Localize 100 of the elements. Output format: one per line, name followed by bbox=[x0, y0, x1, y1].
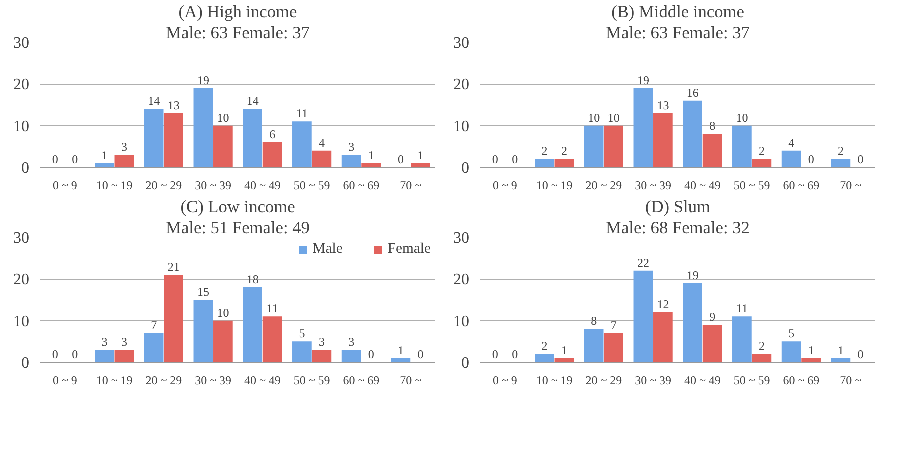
x-tick-label: 60 ~ 69 bbox=[783, 374, 820, 388]
data-label: 0 bbox=[808, 152, 814, 166]
bar bbox=[782, 342, 802, 362]
data-label: 0 bbox=[418, 348, 424, 362]
y-tick-label: 20 bbox=[454, 272, 470, 289]
data-label: 14 bbox=[246, 94, 259, 108]
bar bbox=[535, 159, 554, 168]
x-tick-label: 50 ~ 59 bbox=[734, 374, 770, 388]
data-label: 22 bbox=[637, 256, 650, 270]
data-label: 13 bbox=[168, 98, 180, 112]
data-label: 0 bbox=[72, 348, 78, 362]
data-label: 13 bbox=[657, 98, 670, 112]
x-tick-label: 40 ~ 49 bbox=[684, 374, 721, 388]
bar bbox=[732, 316, 752, 362]
x-tick-label: 20 ~ 29 bbox=[586, 178, 622, 192]
x-tick-label: 40 ~ 49 bbox=[244, 374, 281, 388]
data-label: 10 bbox=[608, 110, 620, 125]
chart-subtitle: Male: 68 Female: 32 bbox=[606, 218, 750, 238]
x-tick-label: 40 ~ 49 bbox=[684, 178, 721, 192]
data-label: 1 bbox=[368, 148, 374, 162]
data-label: 10 bbox=[736, 110, 748, 125]
data-label: 10 bbox=[217, 306, 230, 320]
x-tick-label: 10 ~ 19 bbox=[536, 178, 573, 192]
bar bbox=[752, 159, 772, 168]
data-label: 0 bbox=[52, 152, 58, 166]
y-tick-label: 30 bbox=[14, 230, 30, 247]
data-label: 0 bbox=[858, 348, 864, 362]
data-label: 19 bbox=[197, 73, 210, 88]
x-tick-label: 50 ~ 59 bbox=[294, 374, 330, 388]
bar bbox=[634, 88, 654, 168]
data-label: 3 bbox=[102, 335, 108, 349]
data-label: 0 bbox=[398, 152, 404, 166]
x-tick-label: 0 ~ 9 bbox=[492, 374, 518, 388]
bar bbox=[584, 126, 604, 168]
data-label: 3 bbox=[348, 335, 355, 349]
x-tick-label: 20 ~ 29 bbox=[586, 374, 622, 388]
data-label: 1 bbox=[808, 343, 814, 358]
data-label: 9 bbox=[710, 310, 716, 324]
bar bbox=[702, 325, 722, 362]
y-tick-label: 30 bbox=[454, 35, 470, 52]
y-tick-label: 0 bbox=[22, 355, 30, 372]
y-tick-label: 20 bbox=[14, 76, 30, 94]
data-label: 3 bbox=[121, 140, 128, 154]
data-label: 11 bbox=[266, 302, 278, 316]
chart-subtitle: Male: 51 Female: 49 bbox=[166, 218, 310, 238]
x-tick-label: 30 ~ 39 bbox=[195, 178, 232, 192]
data-label: 19 bbox=[637, 73, 650, 88]
y-tick-label: 30 bbox=[14, 35, 30, 52]
data-label: 1 bbox=[561, 343, 568, 358]
x-tick-label: 50 ~ 59 bbox=[294, 178, 330, 192]
data-label: 0 bbox=[52, 348, 58, 362]
bar bbox=[554, 159, 574, 168]
data-label: 5 bbox=[299, 326, 306, 341]
bar bbox=[831, 159, 851, 168]
data-label: 2 bbox=[561, 144, 568, 158]
data-label: 3 bbox=[318, 335, 325, 349]
bar bbox=[683, 283, 702, 362]
x-tick-label: 0 ~ 9 bbox=[52, 178, 78, 192]
data-label: 1 bbox=[398, 343, 404, 358]
bar bbox=[164, 113, 184, 168]
x-tick-label: 10 ~ 19 bbox=[96, 178, 133, 192]
x-tick-label: 10 ~ 19 bbox=[96, 374, 133, 388]
data-label: 21 bbox=[168, 260, 180, 274]
data-label: 0 bbox=[72, 152, 78, 166]
bar bbox=[342, 155, 362, 168]
data-label: 0 bbox=[492, 348, 498, 362]
data-label: 0 bbox=[492, 152, 498, 166]
bar bbox=[702, 134, 722, 168]
bar bbox=[95, 350, 114, 362]
y-tick-label: 0 bbox=[22, 160, 30, 177]
y-tick-label: 0 bbox=[462, 160, 470, 177]
data-label: 4 bbox=[788, 136, 795, 150]
data-label: 10 bbox=[588, 110, 600, 125]
y-tick-label: 20 bbox=[14, 272, 30, 289]
x-tick-label: 0 ~ 9 bbox=[52, 374, 78, 388]
bar bbox=[683, 100, 702, 168]
bar bbox=[312, 350, 332, 362]
x-tick-label: 20 ~ 29 bbox=[146, 178, 182, 192]
data-label: 1 bbox=[102, 148, 108, 162]
data-label: 12 bbox=[657, 298, 670, 312]
bar bbox=[654, 113, 673, 168]
x-tick-label: 10 ~ 19 bbox=[536, 374, 573, 388]
x-tick-label: 60 ~ 69 bbox=[783, 178, 820, 192]
chart-title: (B) Middle income bbox=[612, 2, 745, 22]
chart-title: (C) Low income bbox=[180, 198, 296, 216]
data-label: 10 bbox=[217, 110, 230, 125]
x-tick-label: 60 ~ 69 bbox=[343, 374, 380, 388]
data-label: 0 bbox=[858, 152, 864, 166]
data-label: 6 bbox=[270, 128, 276, 142]
y-tick-label: 10 bbox=[14, 313, 30, 330]
data-label: 0 bbox=[512, 152, 518, 166]
data-label: 7 bbox=[151, 318, 158, 332]
bar bbox=[634, 270, 654, 362]
bar bbox=[782, 150, 802, 168]
bar bbox=[164, 275, 184, 362]
x-tick-label: 0 ~ 9 bbox=[492, 178, 518, 192]
data-label: 2 bbox=[542, 339, 548, 354]
data-label: 8 bbox=[591, 314, 598, 328]
bar bbox=[194, 88, 214, 168]
data-label: 18 bbox=[246, 272, 259, 286]
